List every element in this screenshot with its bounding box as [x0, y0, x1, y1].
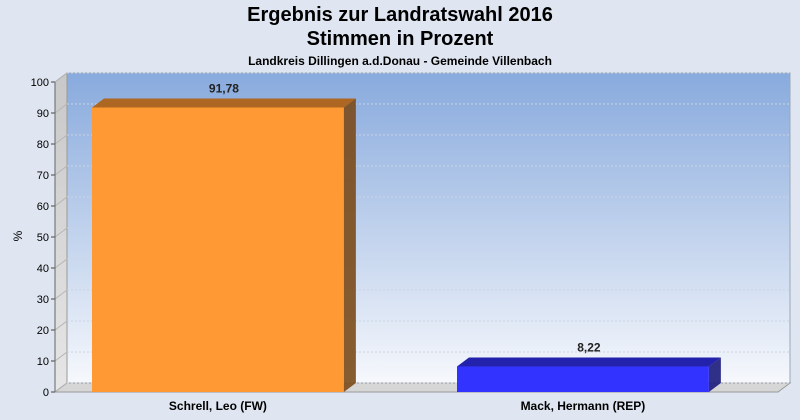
- bar-top: [457, 357, 721, 367]
- gridline-side: [54, 165, 68, 176]
- chart-title: Ergebnis zur Landratswahl 2016: [247, 4, 553, 26]
- bar-front: [457, 366, 709, 392]
- bar-front: [92, 107, 344, 393]
- gridline-side: [54, 289, 68, 300]
- bar-top-shade: [457, 357, 721, 367]
- y-tick-label: 90: [37, 108, 49, 120]
- gridline-side: [54, 320, 68, 331]
- gridline-side: [54, 382, 68, 393]
- bar-side-shade: [708, 357, 721, 392]
- bar-top-shade: [92, 98, 356, 108]
- y-tick-label: 20: [37, 325, 49, 337]
- y-tick-label: 10: [37, 356, 49, 368]
- gridline-side: [54, 72, 68, 83]
- y-tick-label: 100: [31, 77, 49, 89]
- y-tick-label: 0: [43, 387, 49, 399]
- bar: 8,22: [457, 341, 721, 392]
- bar-side-shade: [343, 98, 356, 393]
- y-axis-label: %: [11, 230, 25, 241]
- bar-top: [92, 98, 356, 108]
- y-tick-label: 80: [37, 139, 49, 151]
- x-category-label: Schrell, Leo (FW): [169, 399, 267, 413]
- y-tick-label: 70: [37, 170, 49, 182]
- gridline-side: [54, 227, 68, 238]
- chart-subtitle: Stimmen in Prozent: [306, 28, 494, 50]
- gridline-side: [54, 196, 68, 207]
- bar-side: [343, 98, 356, 393]
- y-tick-label: 60: [37, 201, 49, 213]
- data-label: 8,22: [577, 341, 601, 355]
- x-category-label: Mack, Hermann (REP): [521, 399, 646, 413]
- y-tick-label: 50: [37, 232, 49, 244]
- y-tick-label: 40: [37, 263, 49, 275]
- gridline-side: [54, 351, 68, 362]
- gridline-side: [54, 103, 68, 114]
- data-label: 91,78: [209, 81, 239, 95]
- bar: 91,78: [92, 81, 356, 393]
- bar-side: [708, 357, 721, 392]
- y-tick-label: 30: [37, 294, 49, 306]
- chart-region-subtitle: Landkreis Dillingen a.d.Donau - Gemeinde…: [248, 54, 552, 68]
- gridline-side: [54, 134, 68, 145]
- gridline-side: [54, 258, 68, 269]
